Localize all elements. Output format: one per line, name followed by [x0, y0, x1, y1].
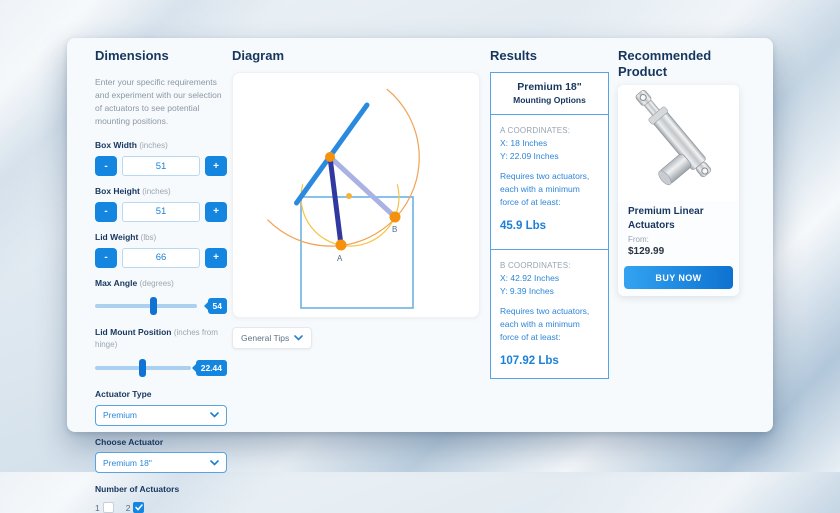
box-height-input[interactable]: 51: [122, 201, 200, 222]
general-tips-button[interactable]: General Tips: [232, 326, 313, 349]
chevron-down-icon: [294, 334, 304, 341]
box-height-plus-button[interactable]: +: [205, 201, 227, 222]
main-card: Dimensions Enter your specific requireme…: [67, 38, 773, 513]
mounting-diagram: A B: [266, 88, 420, 309]
box-height-unit: (inches): [142, 187, 171, 197]
choose-actuator-label: Choose Actuator: [95, 436, 164, 447]
num-actuators-option-2: 2: [126, 502, 145, 513]
diagram-canvas: A B: [232, 71, 480, 318]
box-width-plus-button[interactable]: +: [205, 156, 227, 177]
a-y-value: Y: 22.09 Inches: [500, 150, 559, 161]
chevron-down-icon: [210, 412, 219, 418]
linear-actuator-image: [635, 90, 711, 186]
chevron-down-icon: [210, 459, 219, 466]
general-tips-label: General Tips: [241, 332, 290, 343]
b-x-value: X: 42.92 Inches: [500, 272, 560, 283]
num-actuators-option-1: 1: [95, 502, 114, 513]
lid-mount-value-badge: 22.44: [191, 360, 227, 377]
max-angle-label: Max Angle (degrees): [95, 277, 174, 288]
actuator-type-select[interactable]: Premium: [95, 404, 227, 426]
box-height-minus-button[interactable]: -: [95, 201, 117, 222]
product-image: [618, 85, 739, 202]
recommended-product-panel: Recommended Product: [618, 48, 739, 297]
product-heading: Recommended Product: [618, 48, 712, 79]
box-height-label: Box Height (inches): [95, 186, 171, 197]
num-actuators-options: 1 2: [95, 502, 227, 513]
lid-weight-unit: (lbs): [140, 232, 157, 242]
point-a: [335, 239, 347, 251]
box-outline: [300, 195, 414, 309]
dimensions-description: Enter your specific requirements and exp…: [95, 76, 222, 127]
option-2-checkbox[interactable]: [133, 502, 145, 513]
results-panel: Results Premium 18" Mounting Options A C…: [490, 48, 609, 380]
product-name: Premium Linear Actuators: [628, 206, 704, 231]
box-width-label: Box Width (inches): [95, 140, 168, 151]
closed-mount-point: [346, 192, 352, 199]
product-price: $129.99: [628, 246, 665, 258]
lid-mount-unit: (inches from hinge): [95, 328, 218, 350]
max-angle-slider-handle[interactable]: [150, 297, 158, 316]
box-height-stepper: - 51 +: [95, 201, 227, 222]
actuator-type-label: Actuator Type: [95, 389, 152, 400]
a-x-value: X: 18 Inches: [500, 137, 548, 148]
choose-actuator-value: Premium 18": [103, 457, 152, 468]
point-b: [389, 211, 401, 223]
results-card-subtitle: Mounting Options: [513, 94, 586, 105]
product-card: Premium Linear Actuators From: $129.99 B…: [618, 85, 739, 297]
results-section-b: B COORDINATES: X: 42.92 Inches Y: 9.39 I…: [491, 248, 608, 379]
option-2-label: 2: [125, 502, 131, 513]
point-b-label: B: [392, 225, 397, 234]
a-force-note: Requires two actuators, each with a mini…: [500, 170, 590, 207]
max-angle-slider-track[interactable]: [95, 304, 197, 309]
lid-weight-plus-button[interactable]: +: [205, 247, 227, 268]
check-icon: [135, 504, 143, 512]
lid-weight-stepper: - 66 +: [95, 247, 227, 268]
results-card-header: Premium 18" Mounting Options: [491, 73, 608, 115]
b-coordinates-heading: B COORDINATES:: [500, 260, 571, 270]
max-angle-value-badge: 54: [203, 298, 227, 315]
lid-weight-label: Lid Weight (lbs): [95, 231, 157, 242]
box-width-input[interactable]: 51: [122, 156, 200, 177]
box-width-unit: (inches): [139, 141, 168, 151]
option-1-checkbox[interactable]: [102, 502, 114, 513]
num-actuators-label: Number of Actuators: [95, 484, 180, 494]
b-force-value: 107.92 Lbs: [500, 355, 559, 368]
b-y-value: Y: 9.39 Inches: [500, 285, 554, 296]
dimensions-panel: Dimensions Enter your specific requireme…: [95, 48, 227, 513]
results-heading: Results: [490, 48, 537, 63]
option-1-label: 1: [95, 502, 100, 513]
dimensions-heading: Dimensions: [95, 48, 169, 63]
box-width-stepper: - 51 +: [95, 156, 227, 177]
lid-mount-point: [325, 151, 335, 162]
point-a-label: A: [337, 254, 343, 263]
results-card: Premium 18" Mounting Options A COORDINAT…: [490, 71, 609, 380]
retracted-arc: [300, 183, 400, 247]
a-coordinates-heading: A COORDINATES:: [500, 125, 571, 135]
max-angle-unit: (degrees): [139, 278, 174, 288]
max-angle-slider[interactable]: 54: [95, 297, 227, 316]
diagram-heading: Diagram: [232, 48, 285, 63]
actuator-type-value: Premium: [103, 410, 138, 421]
results-section-a: A COORDINATES: X: 18 Inches Y: 22.09 Inc…: [491, 115, 608, 249]
product-from-label: From:: [628, 235, 649, 245]
results-card-title: Premium 18": [517, 80, 582, 93]
lid-mount-label: Lid Mount Position (inches from hinge): [95, 327, 218, 350]
box-width-minus-button[interactable]: -: [95, 156, 117, 177]
choose-actuator-select[interactable]: Premium 18": [95, 452, 227, 473]
lid-weight-input[interactable]: 66: [122, 247, 200, 268]
b-force-note: Requires two actuators, each with a mini…: [500, 305, 590, 342]
diagram-panel-column: Diagram A: [232, 48, 480, 349]
actuator-a-line: [327, 154, 344, 248]
buy-now-button[interactable]: BUY NOW: [624, 266, 733, 290]
a-force-value: 45.9 Lbs: [500, 220, 547, 233]
actuator-b-line: [327, 154, 398, 220]
lid-mount-slider[interactable]: 22.44: [95, 359, 227, 378]
lid-weight-minus-button[interactable]: -: [95, 247, 117, 268]
lid-mount-slider-handle[interactable]: [138, 359, 146, 378]
